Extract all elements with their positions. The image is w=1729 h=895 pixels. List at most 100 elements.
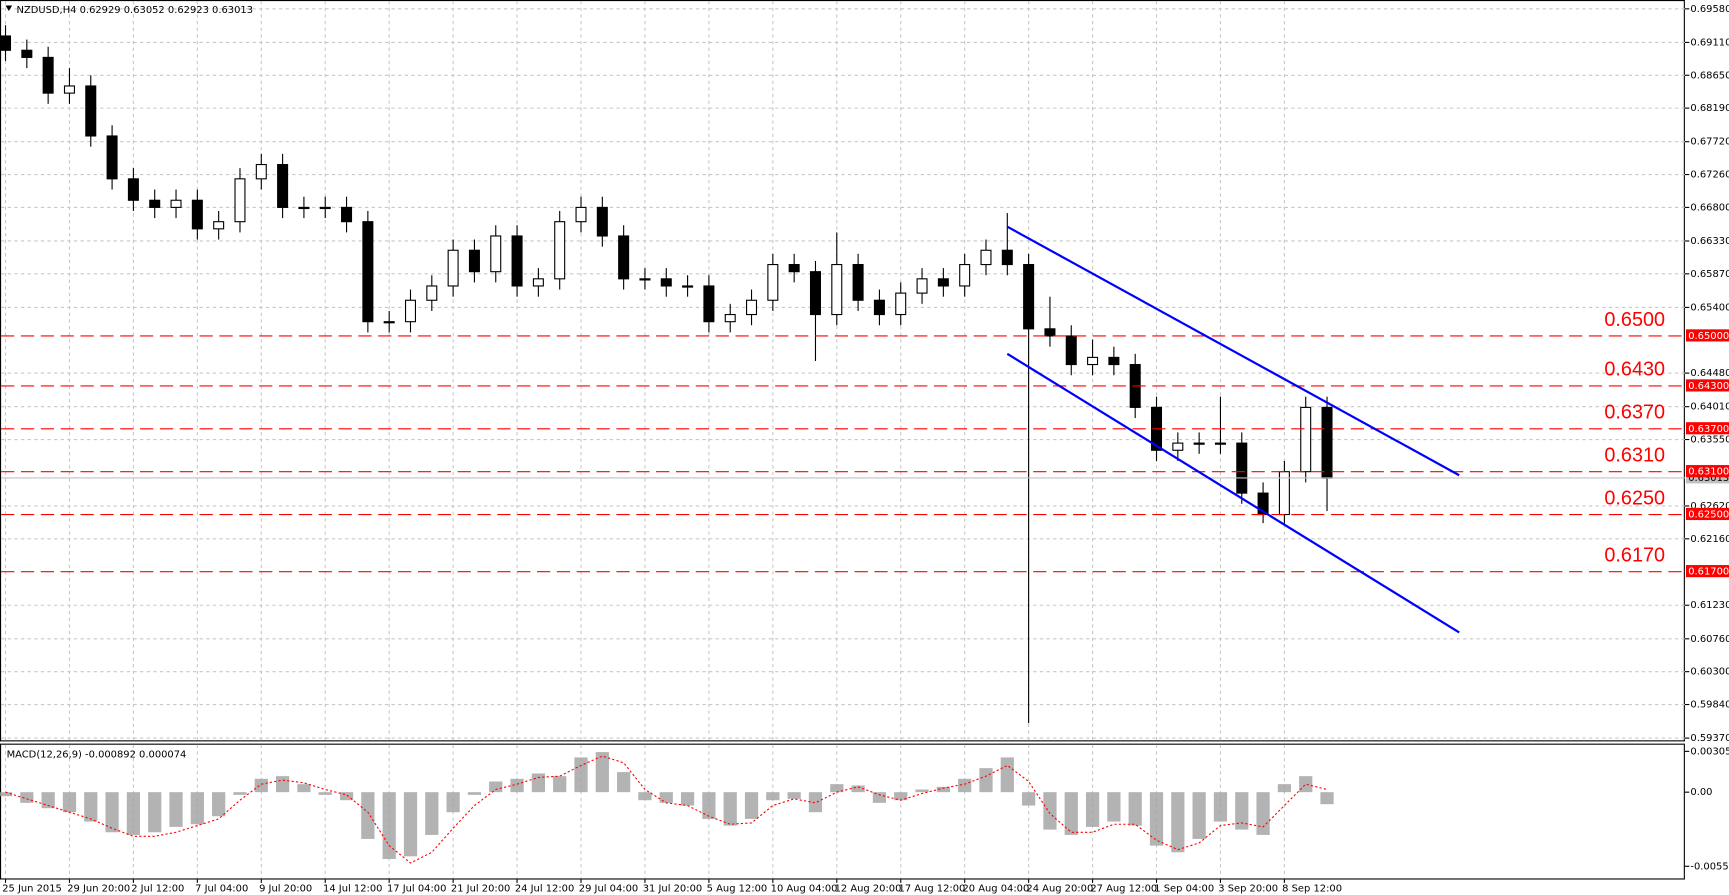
y-tick-label: 0.66800	[1690, 202, 1729, 213]
level-label: 0.6250	[1604, 487, 1665, 509]
macd-bar	[127, 792, 140, 835]
candle-body	[171, 200, 181, 207]
x-tick-label: 21 Jul 20:00	[451, 883, 510, 894]
candle-body	[1066, 336, 1076, 365]
candle-body	[406, 300, 416, 321]
candle-body	[555, 222, 565, 279]
y-tick-label: 0.68650	[1690, 70, 1729, 81]
candle-body	[427, 286, 437, 300]
candle-body	[1173, 443, 1183, 450]
y-tick-label: 0.65870	[1690, 269, 1729, 280]
candle-body	[1024, 265, 1034, 329]
candle-body	[533, 279, 543, 286]
macd-bar	[745, 792, 758, 819]
macd-bar	[1299, 776, 1312, 792]
macd-bar	[1086, 792, 1099, 827]
candle-body	[363, 222, 373, 322]
macd-bar	[63, 792, 76, 812]
candle-body	[960, 265, 970, 286]
x-tick-label: 25 Jun 2015	[2, 883, 62, 894]
macd-bar	[233, 792, 246, 795]
candle-body	[1301, 407, 1311, 471]
macd-bar	[873, 792, 886, 803]
level-tag-label: 0.64300	[1688, 381, 1729, 392]
candle-body	[214, 222, 224, 229]
macd-bar	[1129, 792, 1142, 825]
y-tick-label: 0.003054	[1690, 746, 1729, 757]
macd-bar	[766, 792, 779, 800]
candle-body	[1, 36, 11, 50]
candle-body	[1322, 407, 1332, 478]
candle-body	[747, 300, 757, 314]
macd-bar	[915, 789, 928, 792]
macd-bar	[638, 792, 651, 800]
candle-body	[1109, 357, 1119, 364]
macd-bar	[468, 792, 481, 795]
candle-body	[469, 250, 479, 271]
x-tick-label: 24 Jul 12:00	[515, 883, 574, 894]
candle-body	[1002, 250, 1012, 264]
macd-bar	[425, 792, 438, 835]
y-tick-label: 0.61230	[1690, 600, 1729, 611]
macd-bar	[681, 792, 694, 805]
candle-body	[874, 300, 884, 314]
candle-body	[448, 250, 458, 286]
x-tick-label: 1 Sep 04:00	[1154, 883, 1214, 894]
candle-body	[107, 136, 117, 179]
y-tick-label: 0.66330	[1690, 236, 1729, 247]
macd-bar	[404, 792, 417, 856]
x-tick-label: 17 Jul 04:00	[387, 883, 446, 894]
macd-bar	[1065, 792, 1078, 835]
level-label: 0.6370	[1604, 402, 1665, 424]
level-tag-label: 0.65000	[1688, 331, 1729, 342]
macd-bar	[169, 792, 182, 827]
candle-body	[128, 179, 138, 200]
x-tick-label: 24 Aug 20:00	[1026, 883, 1093, 894]
macd-bar	[1193, 792, 1206, 839]
y-tick-label: 0.63550	[1690, 435, 1729, 446]
x-tick-label: 7 Jul 04:00	[195, 883, 248, 894]
y-tick-label: -0.00554	[1690, 861, 1729, 872]
candle-body	[938, 279, 948, 286]
candle-body	[299, 207, 309, 208]
candle-body	[661, 279, 671, 286]
candle-body	[342, 207, 352, 221]
macd-bar	[510, 779, 523, 792]
macd-bar	[1022, 792, 1035, 805]
macd-bar	[1278, 784, 1291, 792]
candle-body	[576, 207, 586, 221]
macd-bar	[553, 776, 566, 792]
x-tick-label: 29 Jun 20:00	[67, 883, 130, 894]
macd-bar	[1256, 792, 1269, 835]
y-tick-label: 0.59840	[1690, 700, 1729, 711]
candle-body	[597, 207, 607, 236]
macd-bar	[979, 768, 992, 792]
macd-panel	[1, 744, 1685, 879]
level-tag-label: 0.61700	[1688, 567, 1729, 578]
candle-body	[1045, 329, 1055, 336]
candle-body	[491, 236, 501, 272]
y-tick-label: 0.62160	[1690, 534, 1729, 545]
level-tag-label: 0.63100	[1688, 467, 1729, 478]
candle-body	[512, 236, 522, 286]
candle-body	[725, 315, 735, 322]
candle-body	[768, 265, 778, 301]
level-tag-label: 0.62500	[1688, 510, 1729, 521]
x-tick-label: 29 Jul 04:00	[579, 883, 638, 894]
macd-bar	[788, 792, 801, 799]
candle-body	[278, 165, 288, 208]
y-tick-label: 0.69580	[1690, 4, 1729, 15]
x-tick-label: 12 Aug 20:00	[835, 883, 902, 894]
x-tick-label: 10 Aug 04:00	[771, 883, 838, 894]
macd-bar	[319, 792, 332, 795]
x-tick-label: 8 Sep 12:00	[1282, 883, 1342, 894]
candle-body	[320, 207, 330, 208]
y-tick-label: 0.00	[1690, 787, 1712, 798]
macd-bar	[596, 752, 609, 792]
macd-bar	[361, 792, 374, 839]
y-tick-label: 0.67720	[1690, 137, 1729, 148]
candle-body	[1194, 443, 1204, 444]
y-tick-label: 0.64010	[1690, 402, 1729, 413]
macd-bar	[1107, 792, 1120, 821]
candle-body	[704, 286, 714, 322]
